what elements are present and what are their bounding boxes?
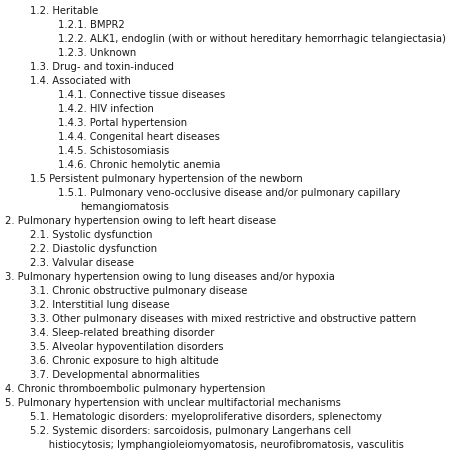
- Text: hemangiomatosis: hemangiomatosis: [80, 202, 169, 212]
- Text: 1.2.1. BMPR2: 1.2.1. BMPR2: [58, 20, 125, 30]
- Text: 1.4.3. Portal hypertension: 1.4.3. Portal hypertension: [58, 118, 187, 128]
- Text: 5.1. Hematologic disorders: myeloproliferative disorders, splenectomy: 5.1. Hematologic disorders: myeloprolife…: [30, 412, 382, 422]
- Text: 2. Pulmonary hypertension owing to left heart disease: 2. Pulmonary hypertension owing to left …: [5, 216, 276, 226]
- Text: 1.4.2. HIV infection: 1.4.2. HIV infection: [58, 104, 154, 114]
- Text: histiocytosis; lymphangioleiomyomatosis, neurofibromatosis, vasculitis: histiocytosis; lymphangioleiomyomatosis,…: [30, 440, 404, 450]
- Text: 2.2. Diastolic dysfunction: 2.2. Diastolic dysfunction: [30, 244, 157, 254]
- Text: 2.3. Valvular disease: 2.3. Valvular disease: [30, 258, 134, 268]
- Text: 1.4. Associated with: 1.4. Associated with: [30, 76, 131, 86]
- Text: 3.1. Chronic obstructive pulmonary disease: 3.1. Chronic obstructive pulmonary disea…: [30, 286, 247, 296]
- Text: 3.5. Alveolar hypoventilation disorders: 3.5. Alveolar hypoventilation disorders: [30, 342, 224, 352]
- Text: 1.2.2. ALK1, endoglin (with or without hereditary hemorrhagic telangiectasia): 1.2.2. ALK1, endoglin (with or without h…: [58, 34, 446, 44]
- Text: 5. Pulmonary hypertension with unclear multifactorial mechanisms: 5. Pulmonary hypertension with unclear m…: [5, 398, 341, 408]
- Text: 4. Chronic thromboembolic pulmonary hypertension: 4. Chronic thromboembolic pulmonary hype…: [5, 384, 265, 394]
- Text: 1.4.1. Connective tissue diseases: 1.4.1. Connective tissue diseases: [58, 90, 225, 100]
- Text: 3.4. Sleep-related breathing disorder: 3.4. Sleep-related breathing disorder: [30, 328, 214, 338]
- Text: 1.5.1. Pulmonary veno-occlusive disease and/or pulmonary capillary: 1.5.1. Pulmonary veno-occlusive disease …: [58, 188, 400, 198]
- Text: 3.7. Developmental abnormalities: 3.7. Developmental abnormalities: [30, 370, 200, 380]
- Text: 1.2. Heritable: 1.2. Heritable: [30, 6, 98, 16]
- Text: 1.2.3. Unknown: 1.2.3. Unknown: [58, 48, 136, 58]
- Text: 1.5 Persistent pulmonary hypertension of the newborn: 1.5 Persistent pulmonary hypertension of…: [30, 174, 303, 184]
- Text: 1.4.6. Chronic hemolytic anemia: 1.4.6. Chronic hemolytic anemia: [58, 160, 220, 170]
- Text: 5.2. Systemic disorders: sarcoidosis, pulmonary Langerhans cell: 5.2. Systemic disorders: sarcoidosis, pu…: [30, 426, 351, 436]
- Text: 3. Pulmonary hypertension owing to lung diseases and/or hypoxia: 3. Pulmonary hypertension owing to lung …: [5, 272, 335, 282]
- Text: 3.6. Chronic exposure to high altitude: 3.6. Chronic exposure to high altitude: [30, 356, 219, 366]
- Text: 1.3. Drug- and toxin-induced: 1.3. Drug- and toxin-induced: [30, 62, 174, 72]
- Text: 1.4.4. Congenital heart diseases: 1.4.4. Congenital heart diseases: [58, 132, 220, 142]
- Text: 3.2. Interstitial lung disease: 3.2. Interstitial lung disease: [30, 300, 170, 310]
- Text: 3.3. Other pulmonary diseases with mixed restrictive and obstructive pattern: 3.3. Other pulmonary diseases with mixed…: [30, 314, 416, 324]
- Text: 1.4.5. Schistosomiasis: 1.4.5. Schistosomiasis: [58, 146, 169, 156]
- Text: 2.1. Systolic dysfunction: 2.1. Systolic dysfunction: [30, 230, 153, 240]
